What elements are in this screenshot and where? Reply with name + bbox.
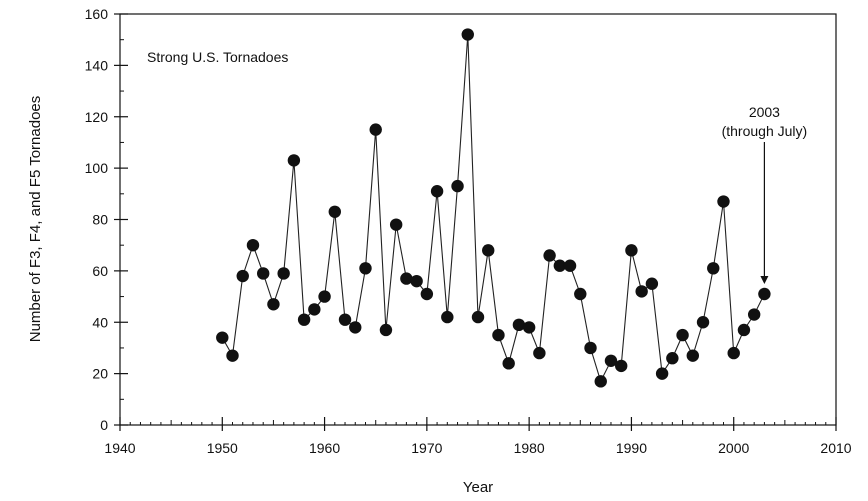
data-point <box>349 321 362 334</box>
data-point <box>696 316 710 329</box>
data-point <box>655 367 669 380</box>
x-tick-label: 1980 <box>514 440 545 456</box>
plot-frame <box>119 13 837 426</box>
y-tick-label: 140 <box>85 57 109 73</box>
data-point <box>727 346 740 360</box>
x-axis-title: Year <box>463 479 493 496</box>
y-tick-label: 60 <box>92 263 108 279</box>
data-point <box>328 205 341 218</box>
data-point <box>267 298 280 311</box>
data-point <box>441 310 454 324</box>
data-point <box>635 285 648 298</box>
x-tick-label: 1950 <box>207 440 238 456</box>
data-point <box>563 259 577 272</box>
y-tick-label: 0 <box>100 417 108 433</box>
data-point <box>604 354 618 367</box>
y-minor-ticks <box>120 39 124 400</box>
y-tick-label: 40 <box>92 314 108 330</box>
data-point <box>471 310 485 324</box>
data-point <box>707 262 720 275</box>
data-point <box>308 303 321 316</box>
data-point <box>277 267 290 280</box>
chart-title: Strong U.S. Tornadoes <box>147 49 288 65</box>
x-tick-label: 1960 <box>309 440 340 456</box>
annotation-text: (through July) <box>722 123 808 139</box>
data-point <box>737 323 751 337</box>
data-point <box>369 123 382 136</box>
data-point <box>625 244 638 257</box>
x-tick-label: 1940 <box>104 440 135 456</box>
data-point <box>645 277 659 290</box>
data-point <box>686 349 699 362</box>
data-point <box>584 341 597 355</box>
series-points <box>216 28 771 388</box>
data-point <box>666 352 679 365</box>
data-point <box>512 318 526 332</box>
data-point <box>430 185 444 198</box>
y-tick-label: 20 <box>92 366 108 382</box>
data-point <box>400 272 413 285</box>
data-point <box>758 287 771 301</box>
y-tick-label: 160 <box>85 6 109 22</box>
data-point <box>502 357 515 370</box>
data-point <box>492 328 505 342</box>
data-point <box>420 287 434 301</box>
data-point <box>236 269 249 283</box>
data-point <box>257 267 270 280</box>
data-point <box>410 274 423 288</box>
x-tick-label: 1970 <box>411 440 442 456</box>
annotation-text: 2003 <box>749 104 780 120</box>
data-point <box>379 323 393 337</box>
data-point <box>717 195 730 208</box>
data-point <box>615 359 628 373</box>
y-tick-label: 120 <box>85 109 109 125</box>
data-point <box>574 287 587 301</box>
data-point <box>482 244 495 257</box>
data-point <box>533 346 546 360</box>
data-point <box>676 328 689 342</box>
data-point <box>461 28 474 41</box>
data-point <box>594 375 607 388</box>
data-point <box>216 331 229 344</box>
y-axis-title: Number of F3, F4, and F5 Tornadoes <box>27 96 44 343</box>
data-point <box>226 349 239 362</box>
annotation-arrow-head <box>760 275 769 284</box>
data-point <box>451 179 464 193</box>
data-point <box>338 313 352 326</box>
data-point <box>553 259 567 272</box>
data-point <box>246 238 260 252</box>
data-point <box>543 249 556 262</box>
x-axis-ticks: 1940 1950 1960 1970 1980 1990 2000 2010 <box>104 417 852 456</box>
x-minor-ticks <box>129 420 827 425</box>
y-axis-ticks: 0 20 40 60 80 100 120 140 160 <box>85 6 128 433</box>
y-tick-label: 80 <box>92 212 108 228</box>
x-tick-label: 1990 <box>616 440 647 456</box>
y-tick-label: 100 <box>85 160 109 176</box>
data-point <box>318 290 331 303</box>
x-tick-label: 2010 <box>820 440 851 456</box>
data-point <box>522 321 536 334</box>
annotation: 2003 (through July) <box>722 104 808 284</box>
x-tick-label: 2000 <box>718 440 749 456</box>
data-point <box>297 313 311 326</box>
data-point <box>389 218 403 231</box>
data-point <box>359 262 372 275</box>
data-point <box>287 154 301 167</box>
data-point <box>747 308 761 321</box>
